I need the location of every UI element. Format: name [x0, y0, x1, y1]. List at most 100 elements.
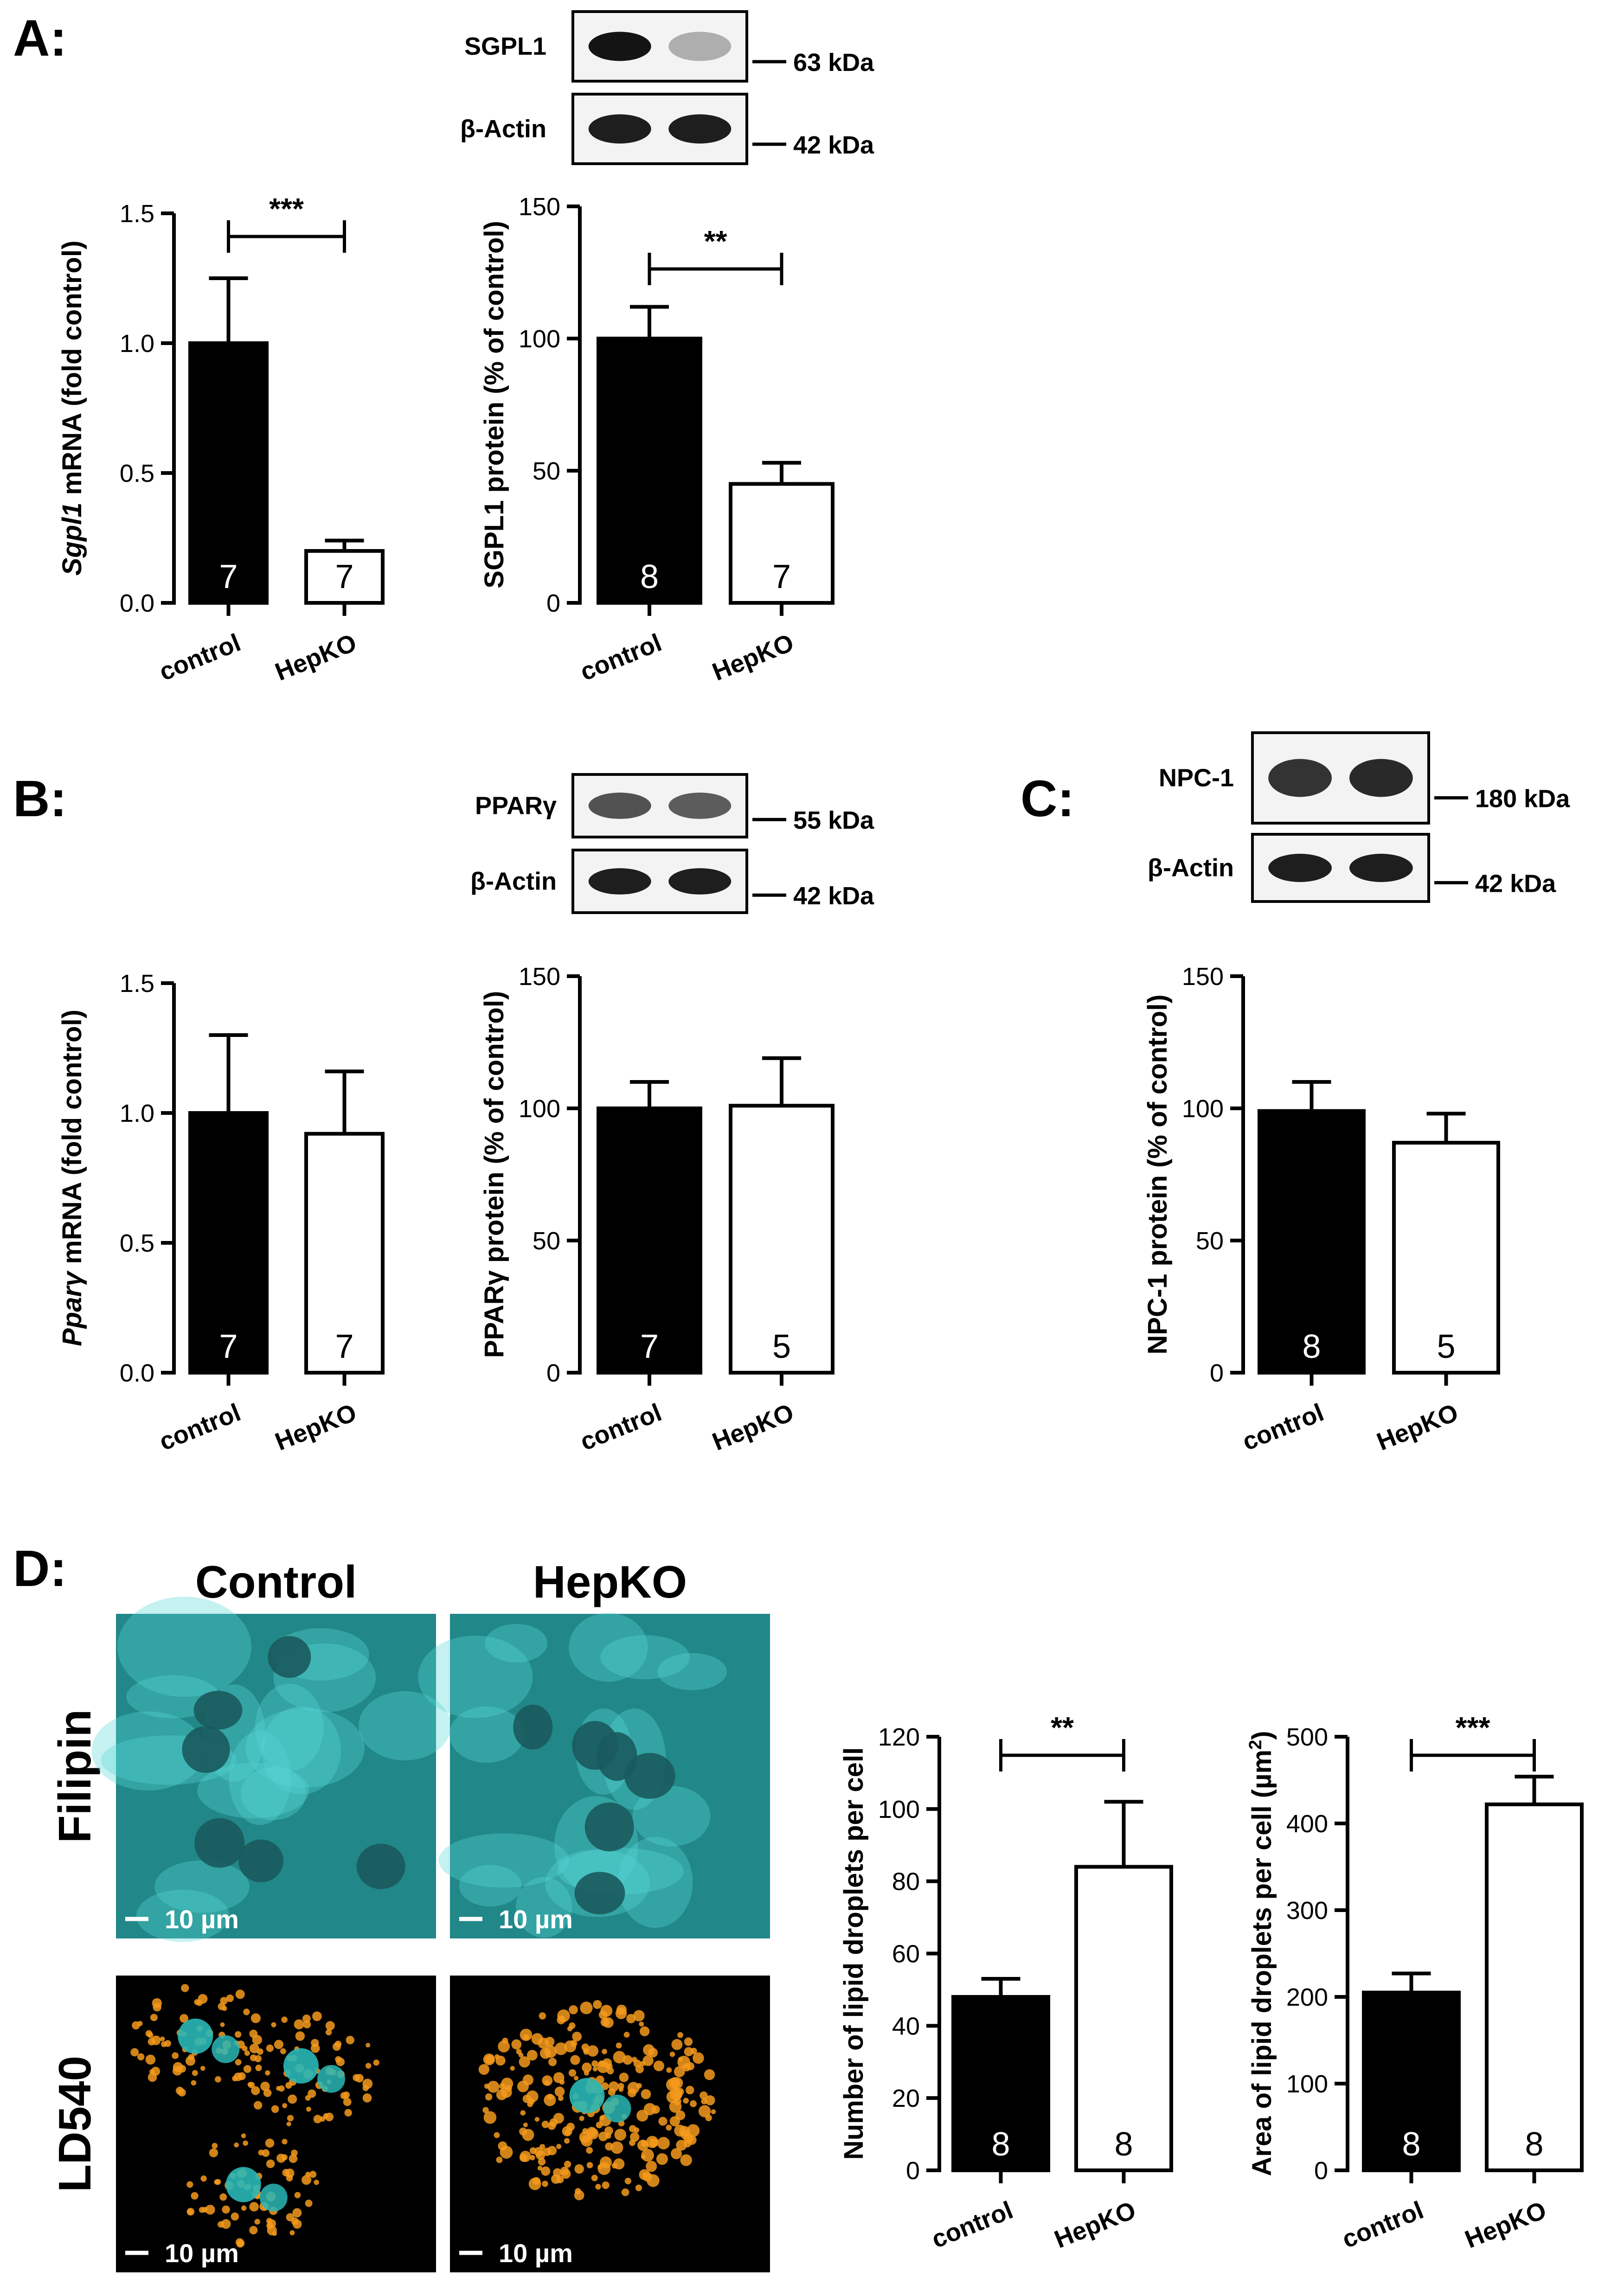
y-tick-label: 500 — [1286, 1723, 1328, 1751]
bar-control — [951, 1995, 1050, 2172]
n-label: 8 — [1302, 1328, 1321, 1365]
n-label: 8 — [640, 558, 659, 595]
y-tick-label: 1.0 — [120, 1100, 154, 1127]
y-tick-label: 100 — [1182, 1095, 1224, 1123]
n-label: 5 — [772, 1328, 791, 1365]
n-label: 8 — [991, 2126, 1010, 2163]
bar-hepko — [729, 482, 834, 605]
y-tick-label: 400 — [1286, 1810, 1328, 1838]
n-label: 7 — [219, 558, 238, 595]
y-axis-label: Pparγ mRNA (fold control) — [57, 1010, 87, 1346]
ld540-image-control: 10 µm — [116, 1976, 436, 2272]
y-tick-label: 0.5 — [120, 1229, 154, 1257]
y-tick-label: 100 — [519, 325, 560, 353]
y-axis-label: Area of lipid droplets per cell (µm2) — [1246, 1731, 1277, 2176]
bar-chart-c1: 0 50 100 150 8 control 5 HepKO NPC-1 protein (% … — [1143, 963, 1500, 1456]
bar-hepko — [1485, 1802, 1584, 2173]
kda-label: 42 kDa — [1475, 870, 1556, 897]
blot-band — [588, 793, 651, 819]
y-axis-label: Number of lipid droplets per cell — [839, 1747, 869, 2160]
kda-label: 63 kDa — [793, 49, 874, 77]
blot-label: NPC-1 — [1159, 764, 1234, 792]
n-label: 5 — [1437, 1328, 1455, 1365]
y-tick-label: 150 — [519, 193, 560, 221]
x-tick-label: HepKO — [1051, 2196, 1140, 2253]
y-tick-label: 40 — [892, 2012, 920, 2040]
blot-band — [1349, 759, 1413, 797]
bar-hepko — [1074, 1865, 1173, 2172]
bar-control — [597, 337, 702, 605]
kda-label: 42 kDa — [793, 131, 874, 159]
panel-label: D: — [13, 1540, 67, 1597]
x-tick-label: control — [1239, 1398, 1328, 1456]
y-tick-label: 100 — [519, 1095, 560, 1123]
y-tick-label: 150 — [519, 963, 560, 991]
significance-label: *** — [1456, 1711, 1490, 1744]
filipin-image-control: 10 µm — [91, 1597, 451, 1942]
bar-hepko — [1392, 1141, 1500, 1375]
ld540-image-hepko: 10 µm — [450, 1976, 770, 2272]
y-tick-label: 1.0 — [120, 330, 154, 358]
x-tick-label: HepKO — [708, 628, 797, 686]
y-tick-label: 150 — [1182, 963, 1224, 991]
y-tick-label: 50 — [533, 457, 560, 485]
n-label: 7 — [335, 558, 353, 595]
scale-bar-label: 10 µm — [165, 2238, 239, 2268]
y-tick-label: 60 — [892, 1940, 920, 1968]
bar-hepko — [304, 1132, 385, 1375]
x-tick-label: HepKO — [271, 1398, 360, 1456]
y-tick-label: 1.5 — [120, 970, 154, 998]
blot-band — [668, 793, 732, 819]
y-tick-label: 0 — [546, 589, 560, 617]
bar-chart-b2: 0 50 100 150 7 control 5 HepKO PPARγ protein (% … — [479, 963, 834, 1456]
row-header: LD540 — [49, 2056, 100, 2192]
panel-label: C: — [1021, 770, 1074, 827]
x-tick-label: HepKO — [1373, 1398, 1462, 1456]
n-label: 8 — [1402, 2126, 1420, 2163]
n-label: 7 — [772, 558, 791, 595]
blot-band — [588, 32, 651, 61]
significance-label: ** — [1051, 1711, 1074, 1744]
y-tick-label: 300 — [1286, 1897, 1328, 1925]
blot-band — [588, 868, 651, 895]
n-label: 7 — [335, 1328, 353, 1365]
western-blot-a: SGPL1 63 kDa β-Actin 42 kDa — [460, 10, 874, 165]
scale-bar-label: 10 µm — [499, 2238, 573, 2268]
y-tick-label: 80 — [892, 1868, 920, 1896]
y-axis-label: NPC-1 protein (% of control) — [1143, 994, 1173, 1355]
blot-label: β-Actin — [460, 115, 546, 143]
blot-label: β-Actin — [1148, 854, 1234, 882]
bar-control — [188, 341, 269, 605]
y-tick-label: 120 — [878, 1723, 920, 1751]
western-blot-c: NPC-1 180 kDa β-Actin 42 kDa — [1148, 731, 1570, 903]
y-tick-label: 100 — [878, 1796, 920, 1823]
blot-band — [668, 114, 732, 144]
bar-chart-b1: 0.0 0.5 1.0 1.5 7 control 7 HepKO Pparγ mRNA (fo… — [57, 970, 385, 1456]
n-label: 8 — [1525, 2126, 1543, 2163]
scale-bar-label: 10 µm — [165, 1905, 239, 1934]
column-header: HepKO — [533, 1556, 687, 1607]
blot-label: SGPL1 — [464, 32, 546, 60]
bar-control — [188, 1111, 269, 1375]
y-axis-label: PPARγ protein (% of control) — [479, 991, 509, 1358]
y-axis-label: Sgpl1 mRNA (fold control) — [57, 241, 87, 576]
blot-band — [1349, 854, 1413, 882]
y-tick-label: 20 — [892, 2085, 920, 2112]
bar-chart-a1: 0.0 0.5 1.0 1.5 7 control 7 HepKO Sgpl1 mRNA (fo… — [57, 192, 385, 686]
y-tick-label: 50 — [1196, 1227, 1224, 1255]
western-blot-b: PPARγ 55 kDa β-Actin 42 kDa — [470, 773, 874, 914]
significance-label: ** — [704, 224, 727, 258]
panel-label: A: — [13, 10, 67, 67]
blot-band — [588, 114, 651, 144]
bar-chart-d1: 0 20 40 60 80 100 120 8 control 8 HepKO Number of l… — [839, 1711, 1173, 2254]
y-axis-label: SGPL1 protein (% of control) — [479, 221, 509, 588]
x-tick-label: HepKO — [1461, 2196, 1550, 2253]
x-tick-label: control — [1338, 2196, 1427, 2253]
y-tick-label: 0 — [1314, 2157, 1328, 2185]
y-tick-label: 0.0 — [120, 1359, 154, 1387]
blot-label: β-Actin — [470, 868, 557, 895]
kda-label: 55 kDa — [793, 806, 874, 834]
x-tick-label: control — [155, 1398, 244, 1456]
n-label: 8 — [1114, 2126, 1133, 2163]
